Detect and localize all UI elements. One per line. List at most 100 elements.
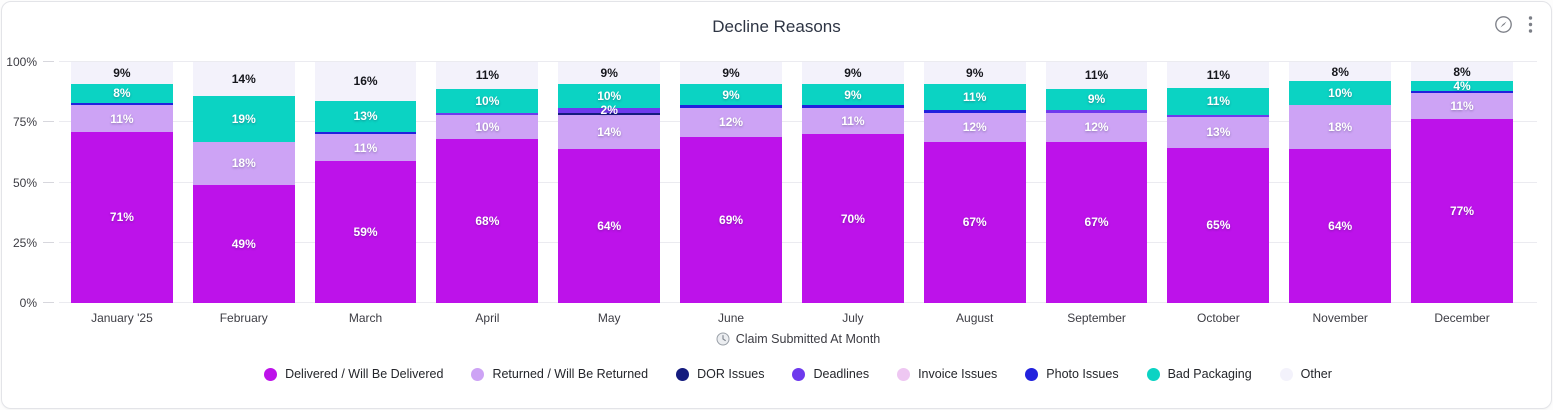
bar-segment-delivered-will-be-delivered[interactable]: 69% <box>680 136 782 303</box>
bar-segment-photo-issues[interactable] <box>680 105 782 108</box>
segment-value-label: 11% <box>841 114 865 129</box>
kebab-menu-icon[interactable] <box>1528 15 1533 34</box>
bar-segment-other[interactable]: 11% <box>1045 62 1148 89</box>
segment-value-label: 11% <box>475 68 500 83</box>
bar-segment-photo-issues[interactable] <box>801 105 904 108</box>
bar-segment-returned-will-be-returned[interactable]: 12% <box>1045 112 1148 142</box>
bar-segment-delivered-will-be-delivered[interactable]: 65% <box>1167 147 1270 303</box>
bar-segment-other[interactable]: 9% <box>680 62 782 84</box>
bar-segment-bad-packaging[interactable]: 8% <box>71 83 173 103</box>
bar-segment-delivered-will-be-delivered[interactable]: 64% <box>1289 148 1392 303</box>
bar-segment-returned-will-be-returned[interactable]: 13% <box>1167 116 1270 148</box>
bar-segment-delivered-will-be-delivered[interactable]: 67% <box>923 141 1026 303</box>
bar-july[interactable]: 70% 11% 9% 9% <box>801 62 904 303</box>
bar-october[interactable]: 65% 13% 11% 11% <box>1167 62 1270 303</box>
legend-item-delivered-will-be-delivered[interactable]: Delivered / Will Be Delivered <box>264 367 443 381</box>
bar-segment-bad-packaging[interactable]: 10% <box>558 83 661 108</box>
bar-segment-delivered-will-be-delivered[interactable]: 77% <box>1411 119 1513 303</box>
bar-segment-other[interactable]: 9% <box>558 62 661 84</box>
x-axis-label-august: August <box>956 311 994 325</box>
y-axis-tick <box>43 241 54 243</box>
bar-segment-other[interactable]: 9% <box>923 62 1026 84</box>
bar-segment-other[interactable]: 16% <box>314 62 417 101</box>
bar-segment-other[interactable]: 11% <box>436 62 539 89</box>
bar-segment-bad-packaging[interactable]: 10% <box>1289 81 1392 106</box>
bar-segment-returned-will-be-returned[interactable]: 18% <box>1289 105 1392 149</box>
bar-segment-delivered-will-be-delivered[interactable]: 59% <box>314 160 417 303</box>
compass-icon[interactable] <box>1494 15 1513 34</box>
bar-segment-bad-packaging[interactable]: 19% <box>192 95 295 142</box>
bar-april[interactable]: 68% 10% 10% 11% <box>436 62 539 303</box>
bar-segment-returned-will-be-returned[interactable]: 11% <box>1411 93 1513 120</box>
bar-segment-other[interactable]: 8% <box>1289 62 1392 82</box>
bar-june[interactable]: 69% 12% 9% 9% <box>680 62 782 303</box>
segment-value-label: 14% <box>597 124 622 139</box>
legend-dot <box>1025 367 1039 381</box>
bar-segment-bad-packaging[interactable]: 9% <box>680 83 782 106</box>
bar-segment-delivered-will-be-delivered[interactable]: 67% <box>1045 141 1148 303</box>
legend-item-invoice-issues[interactable]: Invoice Issues <box>897 367 997 381</box>
legend-item-other[interactable]: Other <box>1279 367 1332 381</box>
bar-segment-bad-packaging[interactable]: 11% <box>1167 88 1270 115</box>
y-axis-tick <box>43 61 54 62</box>
bar-segment-other[interactable]: 14% <box>192 62 295 96</box>
bar-segment-other[interactable]: 8% <box>1411 62 1513 82</box>
bar-segment-dor-issues[interactable] <box>558 112 661 116</box>
bar-segment-deadlines[interactable] <box>436 112 539 116</box>
bar-december[interactable]: 77% 11% 4% 8% <box>1411 62 1513 303</box>
legend-item-bad-packaging[interactable]: Bad Packaging <box>1146 367 1252 381</box>
legend-dot <box>471 367 485 381</box>
bar-segment-delivered-will-be-delivered[interactable]: 64% <box>558 148 661 303</box>
bar-segment-returned-will-be-returned[interactable]: 18% <box>192 141 295 185</box>
bar-segment-deadlines[interactable] <box>1167 114 1270 117</box>
bar-february[interactable]: 49% 18% 19% 14% <box>192 62 295 303</box>
bar-segment-photo-issues[interactable] <box>71 102 173 106</box>
bar-segment-returned-will-be-returned[interactable]: 11% <box>71 105 173 132</box>
legend-item-photo-issues[interactable]: Photo Issues <box>1025 367 1119 381</box>
bar-january-25[interactable]: 71% 11% 8% 9% <box>71 62 173 303</box>
bar-segment-delivered-will-be-delivered[interactable]: 71% <box>71 131 173 303</box>
bar-segment-bad-packaging[interactable]: 4% <box>1411 80 1513 92</box>
bar-segment-returned-will-be-returned[interactable]: 14% <box>558 115 661 149</box>
bar-segment-other[interactable]: 9% <box>801 62 904 84</box>
bar-segment-delivered-will-be-delivered[interactable]: 70% <box>801 134 904 303</box>
bar-segment-bad-packaging[interactable]: 9% <box>1045 88 1148 111</box>
legend: Delivered / Will Be Delivered Returned / … <box>59 367 1537 381</box>
bar-march[interactable]: 59% 11% 13% 16% <box>314 62 417 303</box>
bar-segment-delivered-will-be-delivered[interactable]: 49% <box>192 184 295 303</box>
bar-segment-bad-packaging[interactable]: 10% <box>436 88 539 113</box>
bar-segment-returned-will-be-returned[interactable]: 10% <box>436 115 539 140</box>
bar-segment-deadlines[interactable] <box>1045 110 1148 113</box>
legend-item-returned-will-be-returned[interactable]: Returned / Will Be Returned <box>471 367 648 381</box>
x-axis-label-november: November <box>1312 311 1368 325</box>
bar-september[interactable]: 67% 12% 9% 11% <box>1045 62 1148 303</box>
bar-segment-photo-issues[interactable] <box>314 131 417 135</box>
bar-segment-returned-will-be-returned[interactable]: 12% <box>923 112 1026 142</box>
bar-segment-delivered-will-be-delivered[interactable]: 68% <box>436 139 539 303</box>
segment-value-label: 9% <box>1087 92 1106 107</box>
segment-value-label: 18% <box>1328 120 1353 135</box>
bar-august[interactable]: 67% 12% 11% 9% <box>923 62 1026 303</box>
bar-segment-deadlines[interactable]: 2% <box>558 104 661 116</box>
legend-item-dor-issues[interactable]: DOR Issues <box>676 367 764 381</box>
segment-value-label: 9% <box>844 87 862 102</box>
bar-segment-returned-will-be-returned[interactable]: 11% <box>801 107 904 135</box>
bar-segment-other[interactable]: 11% <box>1167 62 1270 89</box>
bar-november[interactable]: 64% 18% 10% 8% <box>1289 62 1392 303</box>
legend-dot <box>1279 367 1293 381</box>
bar-segment-photo-issues[interactable] <box>1411 90 1513 94</box>
legend-label: Invoice Issues <box>918 367 998 381</box>
segment-value-label: 11% <box>1206 94 1231 109</box>
bar-segment-bad-packaging[interactable]: 11% <box>923 83 1026 111</box>
bar-segment-returned-will-be-returned[interactable]: 12% <box>680 107 782 137</box>
bar-segment-other[interactable]: 9% <box>71 62 173 84</box>
segment-value-label: 12% <box>1084 120 1109 135</box>
bar-segment-photo-issues[interactable] <box>923 110 1026 113</box>
segment-value-label: 18% <box>231 156 256 171</box>
bar-segment-bad-packaging[interactable]: 9% <box>801 83 904 106</box>
segment-value-label: 10% <box>475 120 500 135</box>
bar-segment-bad-packaging[interactable]: 13% <box>314 100 417 132</box>
legend-item-deadlines[interactable]: Deadlines <box>792 367 869 381</box>
bar-may[interactable]: 64% 14% 2% 10% 9% <box>558 62 661 303</box>
bar-segment-returned-will-be-returned[interactable]: 11% <box>314 134 417 161</box>
